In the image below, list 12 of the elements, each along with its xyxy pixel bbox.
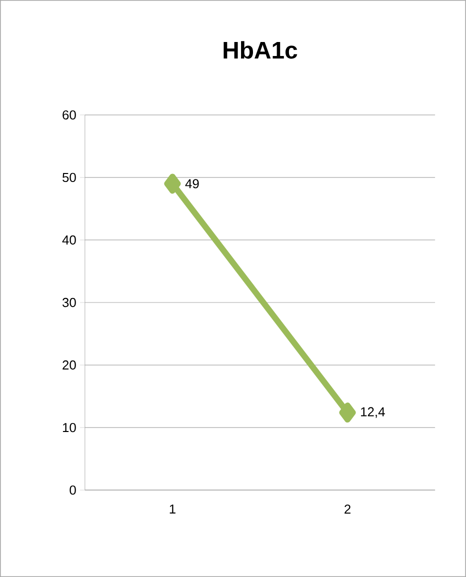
chart-title: HbA1c [224,41,298,59]
y-tick-label: 50 [62,172,76,182]
x-tick-label: 2 [344,504,350,514]
data-label: 12,4 [361,407,385,418]
y-tick-label: 40 [62,235,76,245]
y-tick-label: 20 [62,360,76,370]
data-label: 49 [185,179,199,188]
y-tick-label: 0 [70,485,76,495]
y-tick-label: 60 [62,110,76,120]
y-tick-label: 10 [62,422,76,432]
y-tick-label: 30 [62,298,76,308]
x-tick-label: 1 [170,504,176,514]
